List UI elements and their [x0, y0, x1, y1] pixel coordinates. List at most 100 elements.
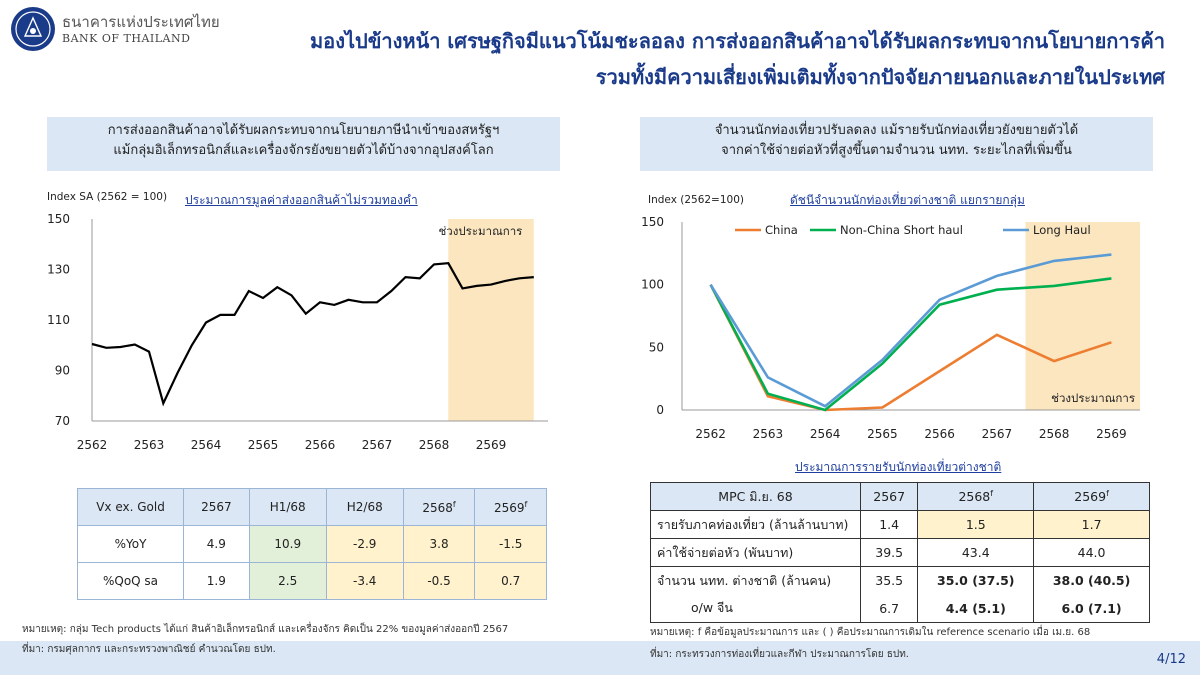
bank-name-en: BANK OF THAILAND — [62, 32, 191, 45]
table-cell: 1.5 — [917, 510, 1035, 539]
table-row: จำนวน นทท. ต่างชาติ (ล้านคน) 35.5 35.0 (… — [650, 566, 1150, 595]
export-chart: ช่วงประมาณการ 70 90 110 130 150 2562 2563 2564 25… — [47, 212, 548, 452]
right-chart-unit: Index (2562=100) — [648, 194, 744, 206]
non-china-short-haul-line — [709, 277, 1112, 412]
left-chart-unit: Index SA (2562 = 100) — [47, 191, 168, 203]
x-tick-label: 2566 — [305, 438, 336, 452]
table-header-cell: 2567 — [183, 488, 250, 526]
x-tick-label: 2563 — [753, 427, 784, 441]
table-cell: 39.5 — [859, 538, 919, 567]
table-row: %QoQ sa 1.9 2.5 -3.4 -0.5 0.7 — [77, 562, 547, 600]
right-headline-line1: จำนวนนักท่องเที่ยวปรับลดลง แม้รายรับนักท… — [714, 123, 1079, 138]
bank-name-th: ธนาคารแห่งประเทศไทย — [62, 13, 220, 31]
table-row: รายรับภาคท่องเที่ยว (ล้านล้านบาท) 1.4 1.… — [650, 510, 1150, 539]
table-cell: 35.0 (37.5) — [917, 566, 1035, 595]
export-forecast-table: Vx ex. Gold 2567 H1/68 H2/68 2568f 2569f… — [77, 488, 547, 600]
right-headline-box: จำนวนนักท่องเที่ยวปรับลดลง แม้รายรับนักท… — [640, 117, 1153, 171]
x-tick-label: 2562 — [77, 438, 108, 452]
tourist-chart: ช่วงประมาณการ 0 50 100 150 2562 2563 2564 2565 25… — [641, 215, 1140, 441]
right-footnote: หมายเหตุ: f คือข้อมูลประมาณการ และ ( ) ค… — [650, 627, 1091, 638]
left-chart-title: ประมาณการมูลค่าส่งออกสินค้าไม่รวมทองคำ — [185, 193, 418, 207]
page-title-line2: รวมทั้งมีความเสี่ยงเพิ่มเติมทั้งจากปัจจั… — [595, 65, 1165, 89]
table-cell: %QoQ sa — [77, 562, 184, 600]
table-cell: 43.4 — [917, 538, 1035, 567]
x-tick-label: 2563 — [134, 438, 165, 452]
left-headline-box: การส่งออกสินค้าอาจได้รับผลกระทบจากนโยบาย… — [47, 117, 560, 171]
table-header-cell: 2568f — [917, 482, 1035, 511]
right-chart-title: ดัชนีจำนวนนักท่องเที่ยวต่างชาติ แยกรายกล… — [790, 193, 1025, 207]
forecast-label: ช่วงประมาณการ — [1051, 391, 1135, 405]
x-tick-label: 2562 — [695, 427, 726, 441]
left-headline-line1: การส่งออกสินค้าอาจได้รับผลกระทบจากนโยบาย… — [107, 123, 500, 138]
left-source: ที่มา: กรมศุลกากร และกระทรวงพาณิชย์ คำนว… — [22, 644, 276, 655]
table-row: ค่าใช้จ่ายต่อหัว (พันบาท) 39.5 43.4 44.0 — [650, 538, 1150, 567]
table-cell: -0.5 — [402, 562, 476, 600]
export-line — [91, 262, 534, 407]
y-tick-label: 110 — [47, 313, 70, 327]
table-cell: 3.8 — [402, 525, 476, 563]
long-haul-line — [709, 253, 1112, 408]
right-table-title: ประมาณการรายรับนักท่องเที่ยวต่างชาติ — [795, 460, 1002, 474]
y-tick-label: 150 — [641, 215, 664, 229]
y-tick-label: 90 — [55, 364, 70, 378]
table-cell: 1.4 — [859, 510, 919, 539]
table-header-cell: H2/68 — [325, 488, 404, 526]
y-tick-label: 130 — [47, 263, 70, 277]
legend-label: Long Haul — [1033, 223, 1091, 237]
table-cell: 4.9 — [183, 525, 250, 563]
x-tick-label: 2566 — [924, 427, 955, 441]
x-tick-label: 2567 — [362, 438, 393, 452]
table-header-cell: 2569f — [1033, 482, 1150, 511]
table-cell: 44.0 — [1033, 538, 1150, 567]
left-headline-line2: แม้กลุ่มอิเล็กทรอนิกส์และเครื่องจักรยังข… — [113, 143, 494, 158]
x-tick-label: 2567 — [982, 427, 1013, 441]
table-cell: 2.5 — [248, 562, 327, 600]
table-cell: จำนวน นทท. ต่างชาติ (ล้านคน) — [650, 566, 861, 595]
bot-seal-icon — [11, 7, 55, 51]
bot-logo: ธนาคารแห่งประเทศไทย BANK OF THAILAND — [10, 6, 220, 54]
table-cell: -3.4 — [325, 562, 404, 600]
table-header-row: Vx ex. Gold 2567 H1/68 H2/68 2568f 2569f — [77, 488, 547, 526]
table-cell: ค่าใช้จ่ายต่อหัว (พันบาท) — [650, 538, 861, 567]
table-cell: 4.4 (5.1) — [917, 594, 1035, 623]
table-cell: 1.7 — [1033, 510, 1150, 539]
table-header-cell: MPC มิ.ย. 68 — [650, 482, 861, 511]
page-title-line1: มองไปข้างหน้า เศรษฐกิจมีแนวโน้มชะลอลง กา… — [310, 29, 1165, 53]
table-header-row: MPC มิ.ย. 68 2567 2568f 2569f — [650, 482, 1150, 511]
x-tick-label: 2565 — [248, 438, 279, 452]
table-cell: -1.5 — [474, 525, 547, 563]
table-cell: 10.9 — [248, 525, 327, 563]
table-header-cell: 2567 — [859, 482, 919, 511]
footer-bar — [0, 641, 1200, 675]
table-cell: 35.5 — [859, 566, 919, 595]
table-cell: o/w จีน — [650, 594, 861, 623]
y-tick-label: 150 — [47, 212, 70, 226]
page-number: 4/12 — [1156, 652, 1186, 667]
table-cell: รายรับภาคท่องเที่ยว (ล้านล้านบาท) — [650, 510, 861, 539]
tourism-forecast-table: MPC มิ.ย. 68 2567 2568f 2569f รายรับภาคท… — [650, 482, 1150, 623]
x-tick-label: 2564 — [191, 438, 222, 452]
table-header-cell: 2568f — [402, 488, 476, 526]
legend-label: Non-China Short haul — [840, 223, 963, 237]
y-tick-label: 0 — [656, 403, 664, 417]
x-tick-label: 2565 — [867, 427, 898, 441]
legend-label: China — [765, 223, 798, 237]
table-cell: 6.0 (7.1) — [1033, 594, 1150, 623]
table-cell: 1.9 — [183, 562, 250, 600]
table-header-cell: Vx ex. Gold — [77, 488, 184, 526]
forecast-shade — [1025, 222, 1140, 410]
table-cell: %YoY — [77, 525, 184, 563]
x-tick-label: 2564 — [810, 427, 841, 441]
table-row: o/w จีน 6.7 4.4 (5.1) 6.0 (7.1) — [650, 594, 1150, 623]
table-header-cell: 2569f — [474, 488, 547, 526]
table-cell: 38.0 (40.5) — [1033, 566, 1150, 595]
table-cell: 0.7 — [474, 562, 547, 600]
table-row: %YoY 4.9 10.9 -2.9 3.8 -1.5 — [77, 525, 547, 563]
table-header-cell: H1/68 — [248, 488, 327, 526]
x-tick-label: 2568 — [419, 438, 450, 452]
y-tick-label: 100 — [641, 278, 664, 292]
y-tick-label: 50 — [649, 340, 664, 354]
forecast-label: ช่วงประมาณการ — [439, 224, 523, 238]
right-source: ที่มา: กระทรวงการท่องเที่ยวและกีฬา ประมา… — [650, 649, 909, 660]
right-headline-line2: จากค่าใช้จ่ายต่อหัวที่สูงขึ้นตามจำนวน นท… — [721, 143, 1072, 158]
